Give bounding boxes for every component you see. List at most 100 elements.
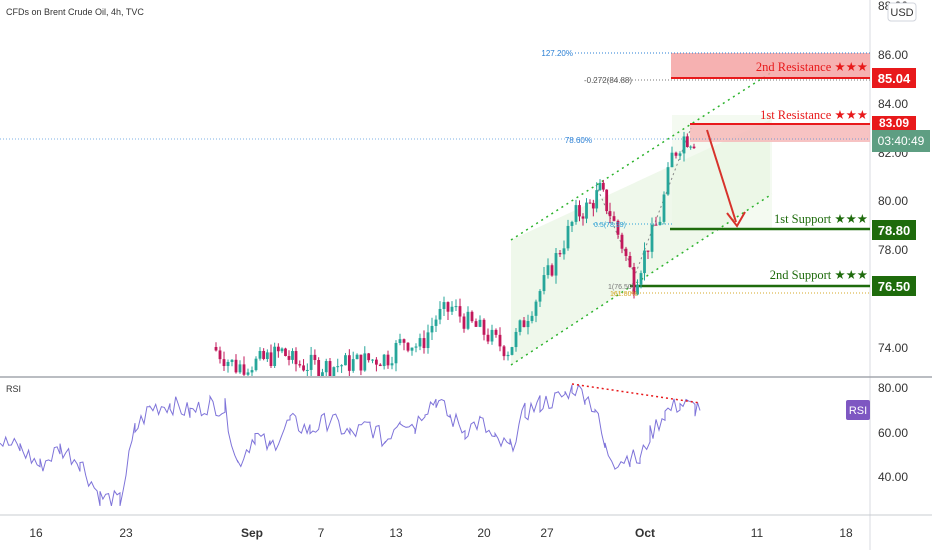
price-tick: 84.00 xyxy=(878,97,908,111)
candle-body xyxy=(450,306,454,312)
candle-body xyxy=(498,334,502,347)
candle-body xyxy=(276,346,280,352)
s2-label: 2nd Support ★★★ xyxy=(770,268,868,282)
candle-body xyxy=(254,358,258,371)
fib-272-label: -0.272(84.88) xyxy=(584,76,632,85)
candle-body xyxy=(230,359,234,362)
candles xyxy=(214,131,696,376)
candle-body xyxy=(273,346,277,366)
candle-body xyxy=(620,234,624,249)
candle-body xyxy=(595,190,599,209)
candle-body xyxy=(367,353,371,361)
candle-body xyxy=(601,182,605,190)
time-tick: 27 xyxy=(540,526,554,540)
candle-body xyxy=(438,308,442,320)
candle-body xyxy=(359,354,363,371)
candle-body xyxy=(351,359,355,371)
time-tick: 16 xyxy=(29,526,43,540)
candle-body xyxy=(474,321,478,327)
s2-price-badge xyxy=(872,276,916,296)
candle-body xyxy=(546,265,550,276)
r1-price-badge xyxy=(872,116,916,130)
price-tick: 74.00 xyxy=(878,341,908,355)
candle-body xyxy=(332,367,336,376)
candle-body xyxy=(466,311,470,329)
r1-zone xyxy=(690,124,870,142)
candle-body xyxy=(394,342,398,364)
time-tick: 18 xyxy=(839,526,853,540)
candle-body xyxy=(678,153,682,156)
candle-body xyxy=(418,338,422,347)
candle-body xyxy=(434,319,438,326)
candle-body xyxy=(558,253,562,255)
candle-body xyxy=(612,216,616,221)
time-tick: 13 xyxy=(389,526,403,540)
candle-body xyxy=(530,315,534,322)
candle-body xyxy=(336,366,340,368)
candle-body xyxy=(670,152,674,168)
candle-body xyxy=(298,364,302,366)
candle-body xyxy=(534,301,538,316)
r2-price-value: 85.04 xyxy=(878,71,911,86)
countdown-badge xyxy=(872,130,930,152)
candle-body xyxy=(538,291,542,302)
rsi-badge xyxy=(846,400,870,420)
rsi-tick: 80.00 xyxy=(878,381,908,395)
candle-body xyxy=(398,339,402,343)
candle-body xyxy=(446,302,450,312)
candle-body xyxy=(242,364,246,375)
time-axis[interactable]: 16 23 Sep 7 13 20 27 Oct 11 18 xyxy=(29,526,853,540)
projection-arrow-line xyxy=(706,129,737,223)
fib-161-label: 161.80% xyxy=(610,291,638,298)
candle-body xyxy=(386,354,390,366)
candle-body xyxy=(430,325,434,333)
projection-arrow-head xyxy=(726,211,746,228)
candle-body xyxy=(581,216,585,219)
candle-body xyxy=(382,354,386,367)
candle-body xyxy=(588,202,592,204)
price-tick: 80.00 xyxy=(878,194,908,208)
candle-body xyxy=(605,189,609,212)
candle-body xyxy=(321,372,324,376)
price-tick: 86.00 xyxy=(878,48,908,62)
candle-body xyxy=(554,253,558,276)
s1-price-badge xyxy=(872,220,916,240)
target-zone-fill xyxy=(672,115,772,230)
candle-body xyxy=(246,372,250,375)
r1-price-value: 83.09 xyxy=(879,116,909,130)
fib-one-label: 1(76.50) xyxy=(608,284,634,291)
candle-body xyxy=(402,339,406,343)
candle-body xyxy=(506,354,510,357)
rsi-tick: 40.00 xyxy=(878,470,908,484)
currency-box[interactable] xyxy=(887,2,917,22)
candle-body xyxy=(470,311,474,322)
candle-body xyxy=(689,146,693,148)
candle-body xyxy=(578,205,581,217)
candle-body xyxy=(632,267,636,295)
candle-body xyxy=(410,347,414,351)
candle-body xyxy=(585,202,588,219)
candle-body xyxy=(250,370,254,373)
time-tick: 11 xyxy=(751,526,764,540)
candle-body xyxy=(355,354,359,360)
candle-body xyxy=(378,364,382,367)
candle-body xyxy=(654,224,658,226)
candle-body xyxy=(494,329,498,335)
candle-body xyxy=(482,319,486,335)
candle-body xyxy=(458,306,462,317)
candle-body xyxy=(442,302,446,309)
candle-body xyxy=(340,365,343,367)
s1-label: 1st Support ★★★ xyxy=(774,212,868,226)
candle-body xyxy=(454,306,458,308)
candle-body xyxy=(542,275,546,292)
countdown-value: 03:40:49 xyxy=(878,134,925,148)
candle-body xyxy=(313,354,317,361)
candle-body xyxy=(682,136,686,154)
time-tick: Oct xyxy=(635,526,655,540)
candle-body xyxy=(692,146,696,149)
candle-body xyxy=(363,353,367,371)
candle-body xyxy=(375,359,378,365)
currency-label: USD xyxy=(890,7,913,19)
